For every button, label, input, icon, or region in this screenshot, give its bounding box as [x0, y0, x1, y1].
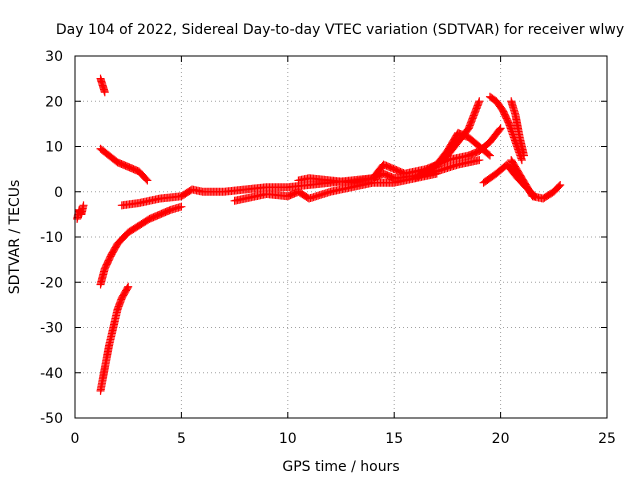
y-tick-label: -20 — [40, 275, 63, 291]
grid — [75, 56, 607, 418]
y-axis-label: SDTVAR / TECUs — [7, 180, 23, 295]
series-seg-peak-21 — [485, 92, 526, 165]
tick-labels: 0 5 10 15 20 25 -50 -40 -30 -20 -10 0 10 20 30 — [40, 49, 616, 447]
x-tick-label: 15 — [385, 431, 403, 447]
y-tick-label: 30 — [45, 49, 63, 65]
data-points — [73, 74, 565, 395]
data-point-marker — [556, 180, 565, 189]
y-tick-label: -50 — [40, 411, 63, 427]
data-point-marker — [484, 150, 493, 159]
data-point-marker — [520, 151, 529, 160]
y-tick-label: 0 — [54, 185, 63, 201]
data-point-marker — [495, 125, 504, 134]
series-seg-steep-rise — [96, 282, 133, 395]
data-point-marker — [143, 176, 152, 185]
series-seg-mid-rise — [422, 124, 505, 174]
x-tick-label: 20 — [492, 431, 510, 447]
plot-area-border — [74, 55, 608, 419]
data-point-marker — [475, 156, 484, 165]
data-point-marker — [142, 175, 151, 184]
series-seg-left-edge — [73, 201, 88, 223]
series-seg-upper-short — [96, 74, 109, 97]
data-point-marker — [124, 282, 133, 291]
x-tick-label: 10 — [279, 431, 297, 447]
data-point-marker — [475, 97, 484, 106]
y-tick-label: -40 — [40, 366, 63, 382]
data-point-marker — [432, 169, 441, 178]
data-point-marker — [177, 202, 186, 211]
y-tick-label: 20 — [45, 94, 63, 110]
y-tick-label: -30 — [40, 321, 63, 337]
x-tick-label: 25 — [598, 431, 616, 447]
x-tick-label: 5 — [177, 431, 186, 447]
series-seg-right-high — [507, 97, 529, 160]
data-point-marker — [496, 124, 505, 133]
series-seg-descending — [96, 144, 152, 185]
data-point-marker — [79, 201, 88, 210]
y-tick-label: -10 — [40, 230, 63, 246]
data-point-marker — [123, 284, 132, 293]
data-point-marker — [517, 156, 526, 165]
x-axis-label: GPS time / hours — [282, 459, 399, 475]
chart-title: Day 104 of 2022, Sidereal Day-to-day VTE… — [56, 22, 624, 38]
data-point-marker — [555, 182, 564, 191]
x-tick-label: 0 — [71, 431, 80, 447]
y-tick-label: 10 — [45, 140, 63, 156]
data-point-marker — [100, 88, 109, 97]
data-point-marker — [485, 151, 494, 160]
series-seg-recovery-curve — [96, 202, 186, 289]
series-seg-tail — [507, 156, 565, 203]
